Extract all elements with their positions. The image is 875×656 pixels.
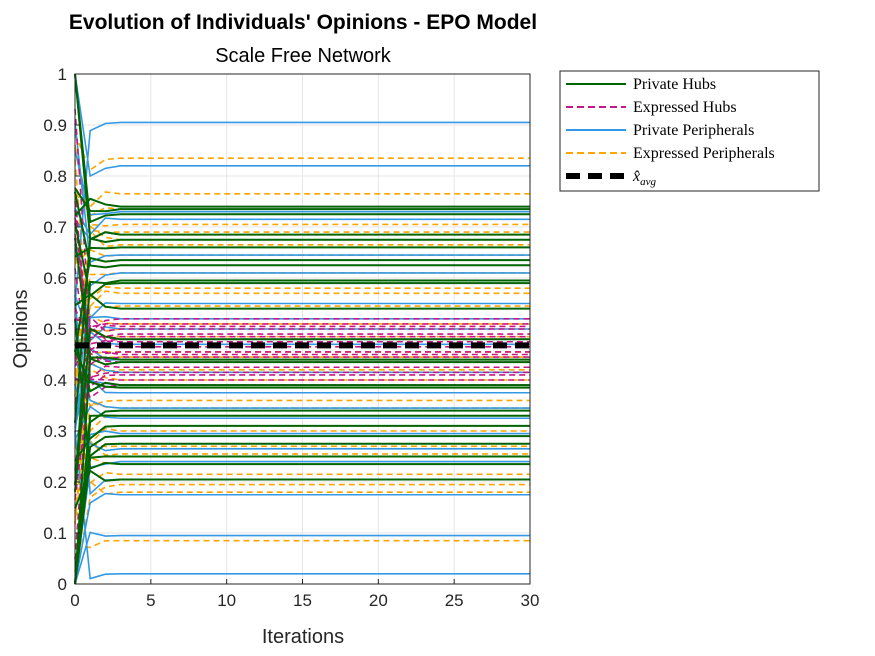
series-line-expressed-peripherals xyxy=(74,480,530,518)
x-tick-label: 20 xyxy=(369,591,388,610)
series-line-private-hubs xyxy=(74,191,530,269)
series-line-private-hubs xyxy=(74,256,530,352)
series-line-expressed-peripherals xyxy=(74,229,530,397)
y-tick-label: 0.7 xyxy=(43,218,67,237)
y-tick-label: 0.6 xyxy=(43,269,67,288)
series-line-expressed-hubs xyxy=(74,268,530,381)
x-tick-label: 10 xyxy=(217,591,236,610)
y-tick-label: 0.2 xyxy=(43,473,67,492)
x-tick-label: 0 xyxy=(70,591,79,610)
series-line-private-hubs xyxy=(74,293,530,310)
series-line-private-hubs xyxy=(74,222,530,298)
series-line-private-hubs xyxy=(74,197,530,217)
series-line-private-hubs xyxy=(74,318,530,470)
y-tick-label: 0.5 xyxy=(43,320,67,339)
x-tick-label: 15 xyxy=(293,591,312,610)
series-line-private-hubs xyxy=(74,327,530,492)
y-tick-label: 0 xyxy=(58,575,67,594)
series-line-private-hubs xyxy=(74,237,530,361)
series-line-expressed-peripherals xyxy=(74,191,530,208)
series-line-private-hubs xyxy=(74,73,530,244)
y-tick-label: 0.3 xyxy=(43,422,67,441)
series-line-expressed-peripherals xyxy=(74,361,530,491)
series-line-private-peripherals xyxy=(74,121,530,305)
series-line-private-hubs xyxy=(74,350,530,389)
series-line-private-hubs xyxy=(74,414,530,585)
series-lines xyxy=(74,73,530,585)
y-tick-label: 0.1 xyxy=(43,524,67,543)
series-line-expressed-hubs xyxy=(74,350,530,560)
series-line-expressed-hubs xyxy=(74,209,530,352)
series-line-expressed-hubs xyxy=(74,315,530,332)
series-line-expressed-peripherals xyxy=(74,290,530,344)
series-line-expressed-peripherals xyxy=(74,133,530,172)
series-line-expressed-hubs xyxy=(74,191,530,379)
axis-ticks: 0 5 10 15 20 25 30 0 0.1 0.2 0.3 0.4 0.5 0.6 0.7 0.8 0.9… xyxy=(43,65,539,610)
series-line-private-peripherals xyxy=(74,73,530,178)
series-line-expressed-hubs xyxy=(74,317,530,328)
series-line-expressed-peripherals xyxy=(74,539,530,549)
series-line-private-peripherals xyxy=(74,492,530,585)
x-axis-label: Iterations xyxy=(262,626,344,648)
legend-label: x̂avg xyxy=(632,168,656,188)
legend-label: Expressed Hubs xyxy=(633,99,737,116)
y-tick-label: 1 xyxy=(58,65,67,84)
y-tick-label: 0.9 xyxy=(43,116,67,135)
chart-subtitle: Scale Free Network xyxy=(215,45,392,67)
chart-title: Evolution of Individuals' Opinions - EPO… xyxy=(69,11,537,34)
series-line-expressed-hubs xyxy=(74,365,530,500)
x-tick-label: 5 xyxy=(146,591,155,610)
legend: Private Hubs Expressed Hubs Private Periph… xyxy=(559,70,820,192)
series-line-expressed-peripherals xyxy=(74,144,530,233)
x-tick-label: 30 xyxy=(521,591,540,610)
series-line-private-hubs xyxy=(74,187,530,213)
series-line-expressed-peripherals xyxy=(74,444,530,484)
y-tick-label: 0.8 xyxy=(43,167,67,186)
legend-label: Expressed Peripherals xyxy=(633,145,775,162)
series-line-expressed-hubs xyxy=(74,353,530,400)
series-line-private-peripherals xyxy=(74,531,530,585)
legend-label: Private Hubs xyxy=(633,76,716,93)
y-tick-label: 0.4 xyxy=(43,371,67,390)
x-tick-label: 25 xyxy=(445,591,464,610)
series-line-expressed-peripherals xyxy=(74,440,530,585)
y-axis-label: Opinions xyxy=(10,290,32,369)
legend-label: Private Peripherals xyxy=(633,122,754,139)
series-line-private-hubs xyxy=(74,424,530,462)
series-line-private-hubs xyxy=(74,455,530,585)
series-line-expressed-peripherals xyxy=(74,272,530,375)
series-line-private-hubs xyxy=(74,279,530,486)
series-line-private-hubs xyxy=(74,469,530,509)
